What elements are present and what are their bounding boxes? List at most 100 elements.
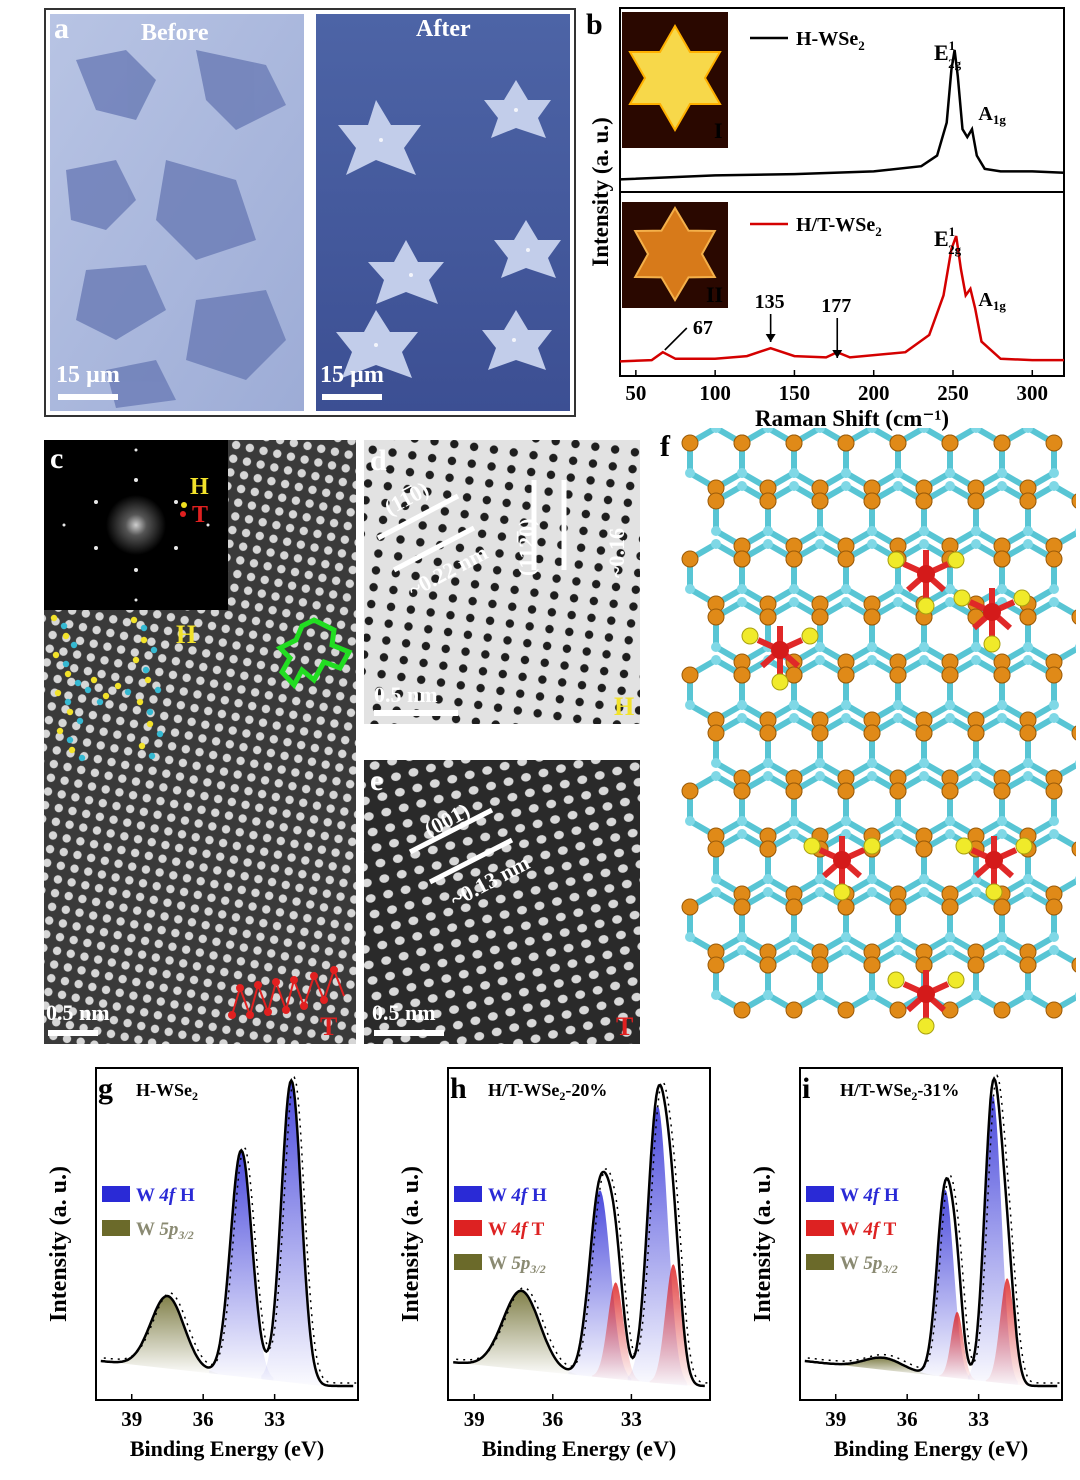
se-atom xyxy=(1045,782,1063,800)
w-atom xyxy=(711,428,721,433)
arrow-label-135: 135 xyxy=(755,291,785,313)
w-atom xyxy=(763,874,773,884)
w-atom xyxy=(841,932,851,942)
w-atom xyxy=(841,481,851,491)
plot-frame xyxy=(447,1067,711,1401)
bond-hexagon xyxy=(1025,598,1076,666)
se-atom xyxy=(915,840,933,858)
w-atom xyxy=(1049,816,1059,826)
green-outline xyxy=(275,617,353,690)
series-line-1 xyxy=(619,235,1064,363)
legend-swatch-1 xyxy=(102,1220,130,1236)
t-phase-se-atom xyxy=(947,971,965,989)
t-atom-overlay xyxy=(228,966,345,1019)
bond-hexagon xyxy=(817,482,875,550)
scale-bar-e xyxy=(374,1030,444,1036)
w-atom xyxy=(1023,887,1033,897)
w-atom xyxy=(971,990,981,1000)
panel-c: c H T H T 0.5 nm xyxy=(44,440,356,1044)
bond-hexagon xyxy=(791,428,849,492)
w-atom xyxy=(789,584,799,594)
se-atom xyxy=(733,550,751,568)
panel-label-c: c xyxy=(50,442,64,475)
w-atom xyxy=(1075,876,1076,882)
w-atom xyxy=(1023,428,1033,433)
legend-label-1: W 5p3/2 xyxy=(136,1219,194,1242)
se-atom xyxy=(733,782,751,800)
t-phase-w-atom xyxy=(917,565,935,583)
t-phase-se-atom xyxy=(1015,837,1033,855)
after-title: After xyxy=(416,16,471,42)
t-phase-se-atom xyxy=(887,551,905,569)
x-tick-label: 36 xyxy=(542,1407,563,1431)
se-atom xyxy=(863,608,881,626)
bond-hexagon xyxy=(687,540,745,608)
se-atom xyxy=(837,550,855,568)
w-atom xyxy=(737,829,747,839)
w-atom xyxy=(789,816,799,826)
bond-hexagon xyxy=(895,888,953,956)
t-phase-se-atom xyxy=(953,589,971,607)
xps-chart-i: 39 36 33 Binding Energy (eV) Intensity (a. u… xyxy=(750,1067,1063,1461)
panel-label-a: a xyxy=(54,12,69,45)
plot-frame xyxy=(799,1067,1063,1401)
se-atom xyxy=(993,666,1011,684)
se-atom xyxy=(1045,434,1063,452)
w-atom xyxy=(737,481,747,491)
bond-hexagon xyxy=(739,540,797,608)
w-atom xyxy=(737,700,747,710)
se-atom xyxy=(1045,898,1063,916)
w-atom xyxy=(789,481,799,491)
bond-hexagon xyxy=(947,428,1005,492)
w-atom xyxy=(867,771,877,781)
crystal-structure xyxy=(681,428,1076,1035)
panel-d: d (11̅0) ~0.22 nm (112̅0) ~0.16 nm 0.5 n… xyxy=(364,440,655,724)
y-axis-label: Intensity (a. u.) xyxy=(588,117,613,267)
x-axis-label: Raman Shift (cm⁻¹) xyxy=(755,406,949,431)
w-atom xyxy=(1023,874,1033,884)
se-atom xyxy=(811,608,829,626)
w-atom xyxy=(893,829,903,839)
se-atom xyxy=(967,492,985,510)
legend-label-0: W 4f H xyxy=(488,1185,547,1206)
w-atom xyxy=(841,468,851,478)
bond-hexagon xyxy=(687,772,745,840)
se-atom xyxy=(837,898,855,916)
se-atom xyxy=(941,898,959,916)
x-tick-label: 36 xyxy=(193,1407,214,1431)
w-atom xyxy=(945,597,955,607)
fit-line xyxy=(453,1083,705,1388)
se-atom xyxy=(733,1001,751,1019)
t-phase-se-atom xyxy=(887,971,905,989)
w-atom xyxy=(1023,539,1033,549)
se-atom xyxy=(759,608,777,626)
w-atom xyxy=(763,539,773,549)
bond-hexagon xyxy=(895,772,953,840)
w-atom xyxy=(997,713,1007,723)
bond-hexagon xyxy=(869,598,927,666)
legend-label-2: W 5p3/2 xyxy=(840,1253,898,1276)
w-atom xyxy=(1023,526,1033,536)
inset-i-star xyxy=(628,23,722,133)
bond-hexagon xyxy=(843,428,901,492)
w-atom xyxy=(945,829,955,839)
w-atom xyxy=(945,700,955,710)
se-atom xyxy=(681,666,699,684)
se-atom xyxy=(889,782,907,800)
bond-hexagon xyxy=(921,714,979,782)
se-atom xyxy=(863,492,881,510)
w-atom xyxy=(1023,642,1033,652)
bond-hexagon xyxy=(713,482,771,550)
y-axis-label: Intensity (a. u.) xyxy=(398,1166,424,1322)
bond-hexagon xyxy=(713,946,771,1014)
w-atom xyxy=(841,597,851,607)
w-atom xyxy=(867,526,877,536)
fft-t-label: T xyxy=(192,502,209,528)
t-phase-se-atom xyxy=(985,883,1003,901)
legend-swatch-0 xyxy=(806,1186,834,1202)
se-atom xyxy=(915,724,933,742)
legend-label-1: W 4f T xyxy=(488,1219,545,1240)
bond-hexagon xyxy=(713,598,771,666)
w-atom xyxy=(893,584,903,594)
se-atom xyxy=(1071,841,1076,857)
